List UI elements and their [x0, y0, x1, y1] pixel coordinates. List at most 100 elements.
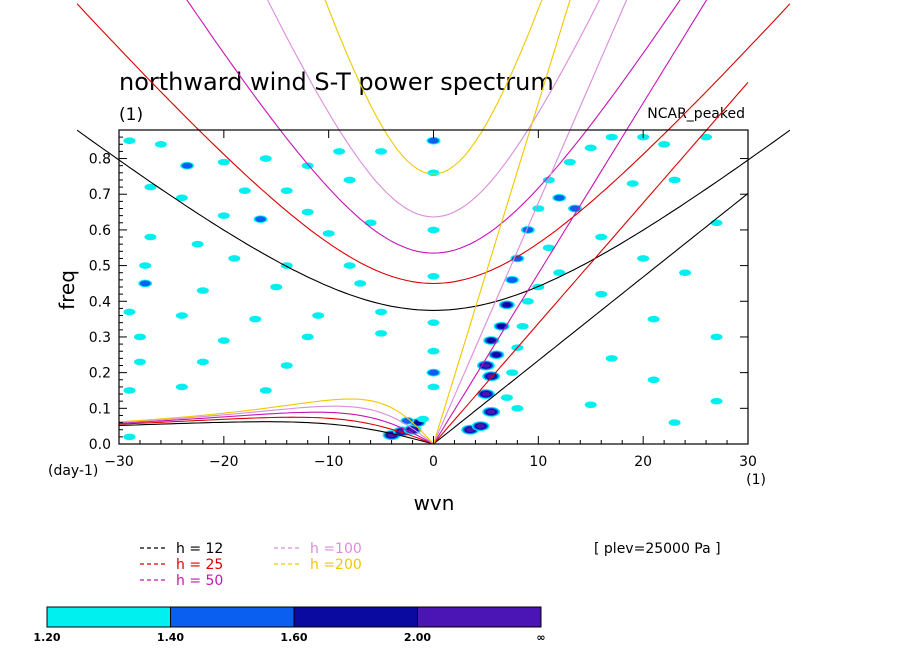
- power-blob: [668, 419, 681, 426]
- power-blob: [465, 427, 475, 433]
- power-blob: [259, 155, 272, 162]
- power-blob: [584, 144, 597, 152]
- power-blob: [491, 352, 502, 358]
- power-blob: [139, 280, 151, 287]
- power-blob: [668, 176, 681, 184]
- power-blob: [312, 312, 325, 319]
- y-tick-label: 0.5: [89, 259, 111, 275]
- power-blob: [133, 358, 146, 366]
- power-blob: [658, 140, 671, 148]
- legend-label: h =100: [310, 541, 362, 557]
- power-blob: [375, 148, 388, 155]
- legend-label: h =200: [310, 557, 362, 573]
- inertia-gravity-curve: [76, 3, 791, 285]
- power-blob: [123, 433, 136, 441]
- power-blob: [647, 315, 660, 323]
- power-blob: [354, 280, 367, 287]
- power-blob: [605, 133, 618, 141]
- power-blob: [584, 401, 597, 409]
- power-blob: [710, 397, 723, 405]
- x-tick-label: −30: [104, 454, 134, 470]
- y-tick-label: 0.3: [89, 330, 111, 346]
- power-blob: [626, 180, 639, 187]
- y-axis-label: freq: [55, 270, 79, 310]
- power-blob: [506, 369, 519, 376]
- colorbar-label: 1.20: [33, 631, 60, 644]
- model-annotation: NCAR_peaked: [647, 106, 745, 122]
- colorbar-label: 1.40: [157, 631, 184, 644]
- power-blob: [364, 219, 377, 227]
- power-blob: [679, 269, 692, 277]
- x-tick-label: 0: [429, 454, 438, 470]
- power-blob: [270, 283, 283, 291]
- legend-label: h = 50: [176, 573, 223, 589]
- power-blob: [249, 315, 262, 323]
- colorbar-segment: [293, 606, 418, 628]
- power-blob: [175, 312, 188, 319]
- power-blob: [532, 205, 545, 212]
- inertia-gravity-curve: [324, 0, 543, 175]
- colorbar-label: 1.60: [280, 631, 307, 644]
- y-tick-label: 0.6: [89, 223, 111, 239]
- power-blob: [553, 269, 566, 277]
- power-blob: [427, 272, 440, 280]
- power-blob: [144, 183, 157, 191]
- power-blob: [595, 233, 608, 241]
- power-blob: [481, 363, 491, 368]
- power-blob: [280, 262, 293, 269]
- power-blob: [427, 319, 440, 326]
- legend-label: h = 25: [176, 557, 223, 573]
- x-unit-label: (1): [746, 472, 766, 488]
- power-blob: [196, 287, 209, 294]
- power-blob: [133, 333, 146, 341]
- power-blob: [428, 369, 439, 376]
- power-blob: [511, 405, 524, 412]
- colorbar-label: ∞: [536, 631, 545, 644]
- x-axis-label: wvn: [414, 491, 455, 515]
- kelvin-curve: [432, 0, 571, 445]
- kelvin-curve: [433, 192, 749, 445]
- power-blob: [259, 387, 272, 394]
- legend-label: h = 12: [176, 541, 223, 557]
- y-unit-label: (day-1): [48, 463, 98, 479]
- colorbar-segment: [170, 606, 295, 628]
- power-blob: [595, 290, 608, 298]
- power-blob: [343, 176, 356, 184]
- y-tick-label: 0.2: [89, 366, 111, 382]
- plot-frame: [118, 129, 749, 445]
- power-blob: [322, 230, 335, 237]
- axis-ticks: −30 −20 −10 0 10 20 30 0.0 0.1 0.2 0.3 0.4 0.5 0.6 0.7…: [89, 130, 757, 470]
- power-blob: [496, 323, 507, 329]
- power-blob: [375, 308, 388, 316]
- power-blob: [217, 337, 230, 344]
- power-blob: [333, 148, 346, 155]
- power-blob: [700, 133, 713, 141]
- chart-title: northward wind S-T power spectrum: [119, 68, 554, 96]
- power-blob: [301, 208, 314, 216]
- power-blob: [542, 244, 555, 252]
- kelvin-curve: [433, 82, 749, 445]
- power-blob: [217, 212, 230, 219]
- x-tick-label: −20: [209, 454, 239, 470]
- power-blob: [255, 216, 266, 223]
- kelvin-curve: [433, 0, 708, 445]
- x-tick-label: 30: [739, 454, 757, 470]
- y-tick-label: 0.0: [89, 437, 111, 453]
- power-blob: [521, 297, 534, 305]
- power-blob: [280, 187, 293, 194]
- power-blob: [427, 169, 440, 177]
- power-blob: [228, 255, 241, 262]
- power-blob: [375, 330, 388, 337]
- x-tick-label: 10: [529, 454, 547, 470]
- power-blob: [553, 194, 565, 201]
- inertia-gravity-curve: [267, 0, 600, 218]
- power-blob: [144, 233, 157, 241]
- colorbar-segment: [417, 606, 542, 628]
- power-blob: [280, 362, 293, 369]
- power-blob: [710, 219, 723, 227]
- y-tick-label: 0.4: [89, 294, 111, 310]
- power-blob: [401, 417, 413, 424]
- power-blob: [196, 358, 209, 366]
